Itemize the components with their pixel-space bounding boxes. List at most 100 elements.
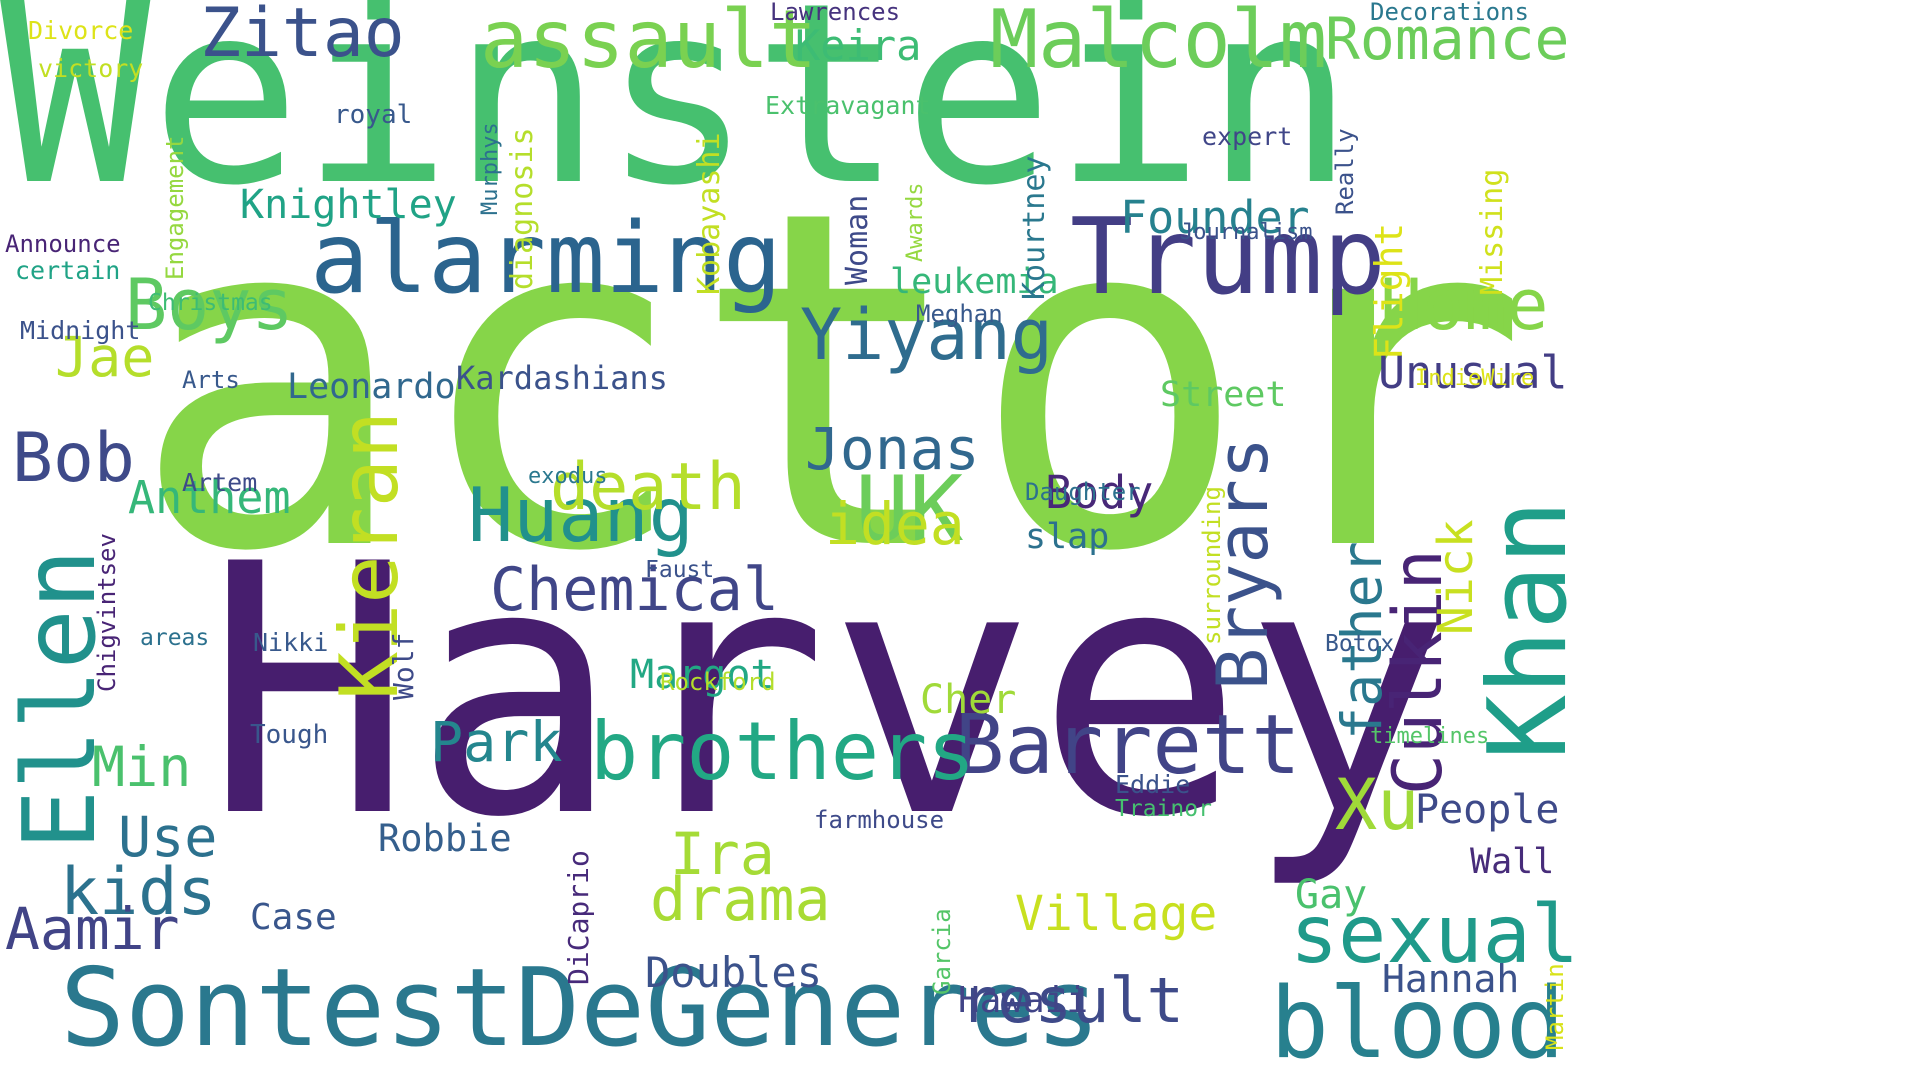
word-bob: Bob [12,419,135,498]
word-journalism: Journalism [1180,220,1313,245]
word-woman: Woman [840,194,875,285]
word-engagement: Engagement [161,135,189,281]
word-boys: Boys [125,264,294,346]
word-jae: Jae [55,325,155,389]
word-aamir: Aamir [5,895,180,963]
word-park: Park [430,710,563,774]
word-leukemia: leukemia [890,262,1059,302]
word-case: Case [250,897,337,938]
word-flight: Flight [1367,222,1411,360]
word-alarming: alarming [310,202,783,316]
word-trump: Trump [1070,196,1387,318]
word-khan: Khan [1466,499,1591,760]
word-home: Home [1380,264,1549,346]
word-use: Use [118,805,218,869]
word-tough: Tough [250,720,329,750]
word-idea: idea [825,490,965,558]
word-brothers: brothers [590,705,976,798]
word-expert: expert [1202,122,1293,151]
word-murphys: Murphys [478,122,503,215]
word-knightley: Knightley [240,182,457,228]
word-gay: Gay [1295,872,1368,918]
word-ira: Ira [670,820,775,888]
word-missing: Missing [1475,168,1510,295]
word-divorce: Divorce [28,16,134,45]
word-result: result [960,964,1184,1037]
word-diagnosis: diagnosis [505,127,540,290]
word-doubles: Doubles [645,948,823,997]
word-certain: certain [15,256,121,285]
word-kardashians: Kardashians [456,359,668,397]
word-artem: Artem [182,468,258,497]
word-sontestdegeneres: SontestDeGeneres [60,946,1101,1071]
word-zitao: Zitao [200,0,405,73]
word-weinstein: Weinstein [0,0,1355,240]
word-slap: slap [1025,517,1110,557]
word-body: Body [1045,466,1154,519]
word-surrounding: surrounding [1198,486,1226,645]
word-awards: Awards [903,182,928,262]
word-nikki: Nikki [253,628,329,657]
word-dicaprio: DiCaprio [562,850,595,985]
word-midnight: Midnight [20,316,141,345]
word-xu: Xu [1335,764,1420,846]
word-trainor: Trainor [1115,796,1212,822]
word-farmhouse: farmhouse [814,806,945,834]
word-chigvintsev: Chigvintsev [93,533,121,692]
word-extravagant: Extravagant [765,91,931,120]
word-street: Street [1160,375,1287,415]
word-wall: Wall [1470,842,1555,882]
word-lawrences: Lawrences [770,0,901,26]
word-eddie: Eddie [1115,770,1191,799]
word-kids: kids [60,855,217,930]
word-martin: Martin [1541,963,1569,1050]
word-chemical: Chemical [490,555,779,625]
word-meghan: Meghan [916,300,1003,328]
word-romance: Romance [1325,5,1570,73]
word-robbie: Robbie [378,817,512,860]
word-yiyang: Yiyang [800,294,1053,376]
word-announce: Announce [5,230,121,258]
word-barrett: Barrett [955,698,1301,793]
word-actor: actor [130,111,1530,653]
word-decorations: Decorations [1370,0,1529,26]
word-assault: assault [480,0,818,86]
word-nick: Nick [1428,519,1484,635]
word-christmas: Christmas [148,290,273,316]
word-sexual: sexual [1290,888,1579,981]
word-indiewire: IndieWire [1415,366,1535,391]
word-arts: Arts [182,366,240,394]
word-really: Really [1331,128,1359,215]
word-botox: Botox [1325,631,1395,657]
word-exodus: exodus [528,464,608,489]
word-hawaii: Hawaii [958,980,1089,1021]
word-huang: Huang [468,471,694,559]
word-leonardo: Leonardo [287,367,456,407]
word-areas: areas [140,625,210,651]
word-jonas: Jonas [805,415,980,483]
word-royal: royal [334,100,413,130]
word-anthem: Anthem [128,471,291,524]
word-garcia: Garcia [928,908,956,995]
word-kobayashi: Kobayashi [692,132,727,295]
word-keira: Keira [795,21,922,70]
word-victory: victory [38,54,144,83]
word-uk: UK [855,457,964,562]
word-kourtney: Kourtney [1017,155,1052,301]
word-wolf: Wolf [387,632,420,700]
word-faust: Faust [645,557,715,583]
word-harvey: Harvey [205,492,1452,893]
word-blood: blood [1270,967,1566,1080]
word-min: Min [92,735,192,799]
word-drama: drama [650,865,831,935]
word-daughter: Daughter [1025,478,1141,506]
word-timelines: timelines [1370,724,1490,749]
word-hannah: Hannah [1382,957,1520,1001]
word-rockford: Rockford [660,668,776,696]
word-founder: Founder [1120,191,1310,244]
word-people: People [1415,787,1560,833]
word-death: death [550,450,746,525]
word-margot: Margot [630,652,775,698]
word-cher: Cher [920,677,1017,723]
